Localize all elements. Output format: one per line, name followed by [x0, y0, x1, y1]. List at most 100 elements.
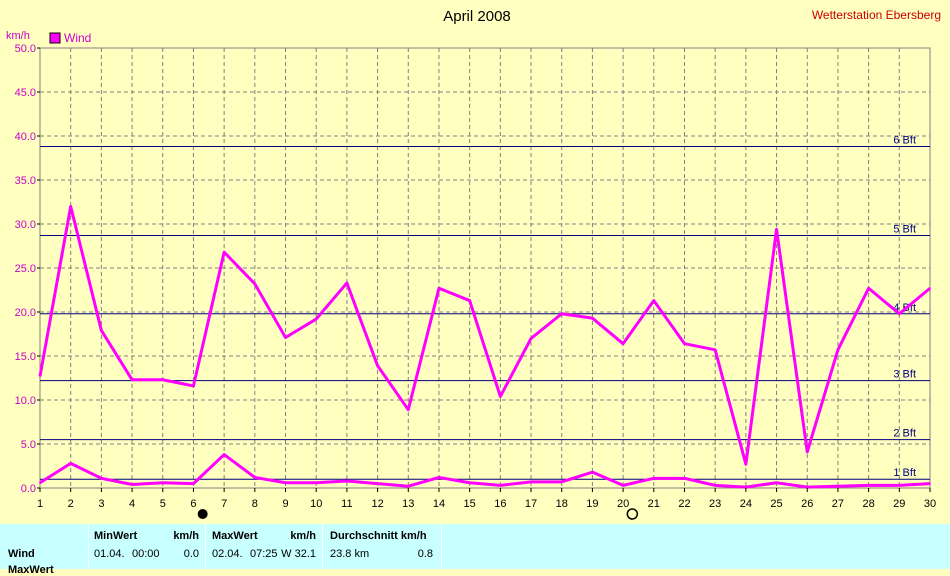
data-point: [622, 484, 624, 487]
y-tick-label: 50.0: [15, 43, 36, 55]
y-tick-label: 15.0: [15, 351, 36, 363]
data-point: [284, 481, 287, 484]
y-tick-label: 5.0: [21, 439, 36, 451]
data-point: [499, 484, 502, 487]
data-point: [683, 477, 686, 480]
x-tick-label: 3: [98, 498, 104, 510]
data-point: [100, 329, 103, 332]
data-point: [468, 481, 471, 484]
data-point: [161, 481, 164, 484]
data-point: [806, 451, 809, 453]
x-tick-label: 6: [190, 498, 196, 510]
grid: [39, 47, 931, 489]
x-tick-label: 26: [801, 498, 813, 510]
y-tick-labels: 0.0 5.0 10.0 15.0 20.0 25.0 30.0 35.0 40.0 45.0 50…: [15, 43, 40, 495]
data-point: [898, 312, 901, 315]
min-header: MinWert: [94, 530, 138, 542]
x-tick-label: 28: [862, 498, 874, 510]
moon-phases: [197, 508, 639, 520]
avg-value: 0.8: [417, 548, 433, 560]
x-tick-label: 19: [586, 498, 598, 510]
data-point: [652, 299, 655, 302]
x-tick-labels: 1 2 3 4 5 6 7 8 9 10 11 12 13 14 15 16 17 18 19 20 21 22 23 24 2…: [37, 488, 936, 510]
data-point: [775, 228, 778, 231]
data-point: [530, 337, 532, 340]
data-point: [407, 485, 410, 488]
avg-header: Durchschnitt km/h: [330, 530, 427, 542]
wind-series-line: [38, 204, 931, 466]
data-point: [652, 477, 655, 480]
y-tick-label: 20.0: [15, 307, 36, 319]
x-tick-label: 14: [433, 498, 445, 510]
x-tick-label: 2: [68, 498, 74, 510]
data-point: [315, 318, 318, 320]
data-point: [376, 364, 379, 367]
beaufort-label: 6 Bft: [893, 135, 916, 147]
data-point: [468, 299, 471, 302]
data-point: [438, 287, 440, 290]
data-point: [591, 471, 594, 473]
data-point: [100, 477, 103, 480]
x-tick-label: 15: [464, 498, 476, 510]
data-point: [499, 395, 502, 398]
data-point: [346, 480, 348, 482]
x-tick-label: 13: [402, 498, 414, 510]
beaufort-label: 3 Bft: [893, 369, 916, 381]
data-point: [714, 349, 716, 351]
data-point: [745, 463, 747, 466]
x-tick-label: 23: [709, 498, 721, 510]
data-point: [315, 481, 318, 484]
x-tick-label: 9: [282, 498, 288, 510]
y-axis-unit: km/h: [6, 30, 30, 42]
data-point: [714, 484, 716, 487]
y-tick-label: 45.0: [15, 87, 36, 99]
data-point: [530, 481, 532, 483]
data-point: [131, 378, 133, 381]
max-unit: km/h: [290, 530, 316, 542]
x-tick-label: 22: [678, 498, 690, 510]
x-tick-label: 20: [617, 498, 629, 510]
stats-table: Wind MaxWert MinWert km/h 01.04. 00:00 0…: [0, 524, 950, 576]
beaufort-label: 1 Bft: [893, 467, 916, 479]
data-point: [591, 317, 594, 319]
x-tick-label: 10: [310, 498, 322, 510]
x-tick-label: 21: [648, 498, 660, 510]
beaufort-label: 2 Bft: [893, 428, 916, 440]
data-point: [622, 342, 624, 345]
data-point: [775, 481, 778, 484]
x-tick-label: 11: [341, 498, 352, 510]
min-unit: km/h: [173, 530, 199, 542]
y-tick-label: 10.0: [15, 395, 36, 407]
data-point: [223, 453, 225, 456]
y-tick-label: 35.0: [15, 175, 36, 187]
max-time: 07:25: [250, 548, 278, 560]
x-tick-label: 17: [525, 498, 537, 510]
x-tick-label: 25: [770, 498, 782, 510]
x-tick-label: 1: [37, 498, 43, 510]
beaufort-label: 5 Bft: [893, 223, 916, 235]
data-point: [745, 486, 747, 488]
stats-row-label: Wind: [8, 548, 35, 560]
data-point: [254, 283, 256, 285]
data-point: [69, 205, 72, 208]
data-point: [438, 476, 440, 479]
data-point: [560, 481, 563, 483]
chart-title: April 2008: [443, 8, 511, 25]
data-point: [898, 484, 901, 487]
data-point: [376, 482, 379, 485]
data-point: [867, 287, 870, 290]
stats-min-cell: MinWert km/h 01.04. 00:00 0.0: [89, 524, 206, 569]
max-value: W 32.1: [281, 548, 316, 560]
data-point: [867, 484, 870, 487]
data-point: [806, 486, 809, 488]
y-tick-label: 40.0: [15, 131, 36, 143]
avg-distance: 23.8 km: [330, 548, 370, 560]
data-point: [223, 251, 225, 253]
min-date: 01.04.: [94, 548, 125, 560]
x-tick-label: 24: [740, 498, 752, 510]
min-time: 00:00: [132, 548, 160, 560]
legend-swatch: [49, 32, 61, 44]
data-point: [192, 385, 195, 387]
data-point: [131, 483, 133, 486]
